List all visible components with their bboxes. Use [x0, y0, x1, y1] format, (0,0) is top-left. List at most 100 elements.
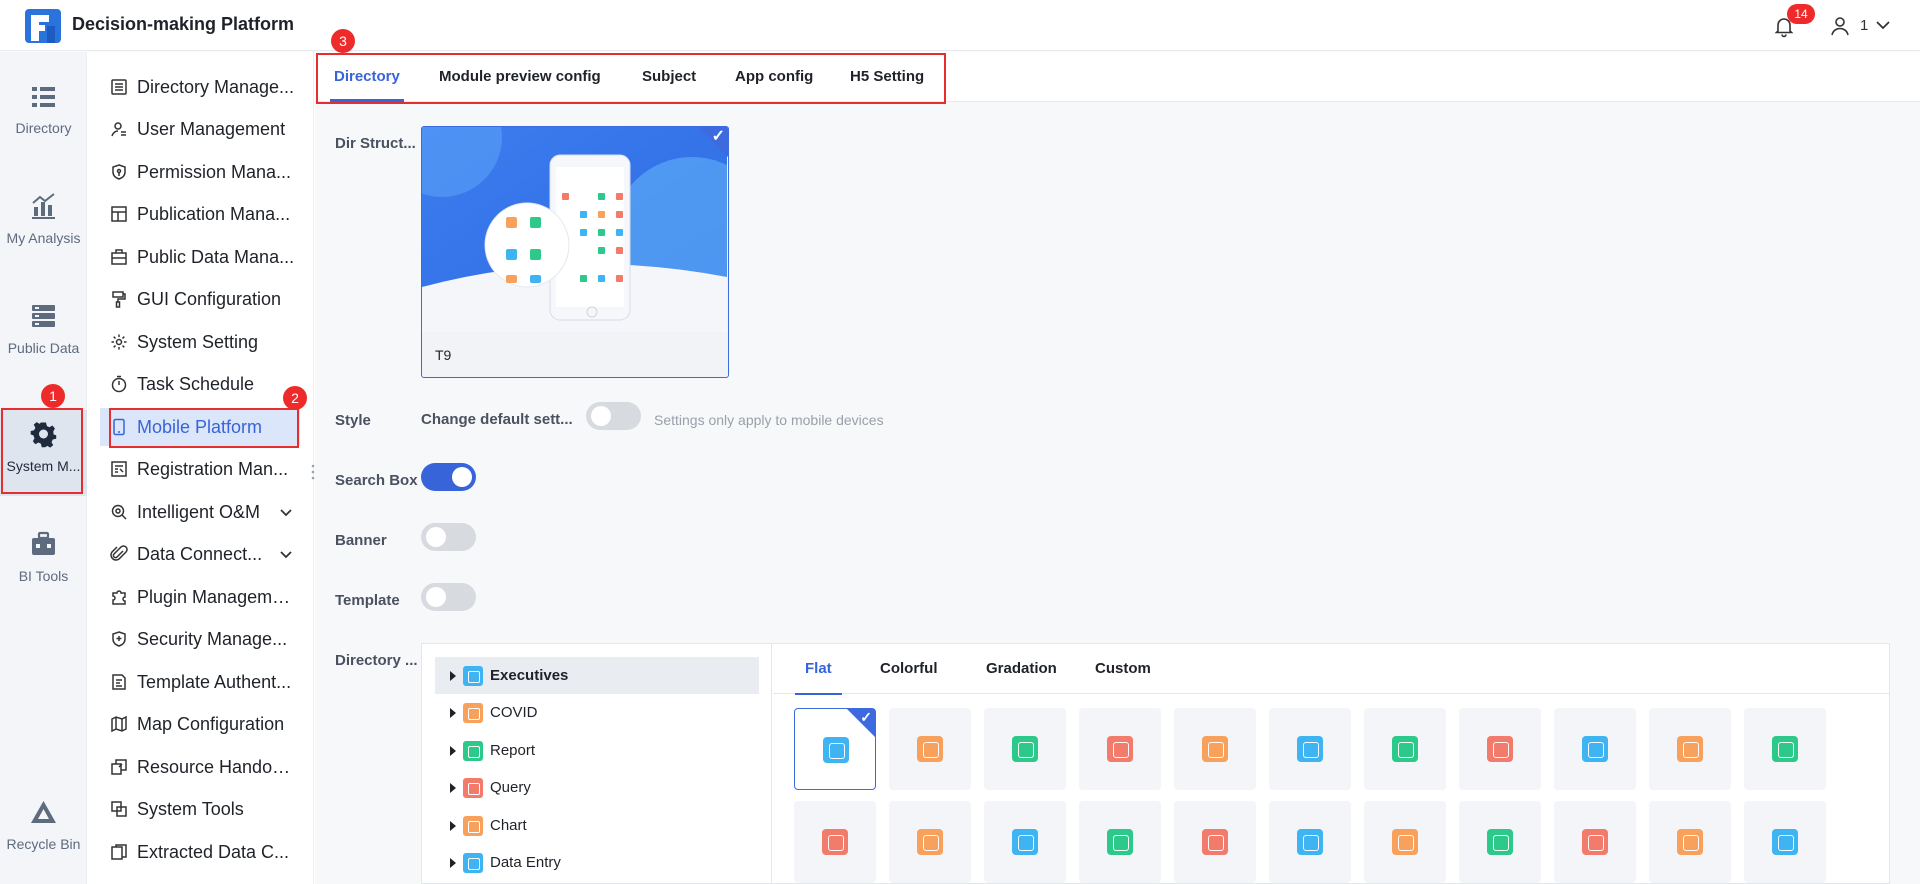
tab-subject[interactable]: Subject [642, 68, 697, 85]
icon-option-tile[interactable] [1269, 708, 1351, 790]
menu-item-user-management[interactable]: User Management [100, 110, 300, 148]
icon-option-tile[interactable] [1744, 801, 1826, 883]
menu-item-publication-management[interactable]: Publication Mana... [100, 195, 300, 233]
menu-item-registration-management[interactable]: Registration Man... [100, 450, 300, 488]
logo-icon[interactable] [25, 9, 61, 43]
caret-right-icon[interactable] [450, 707, 456, 718]
icon-option-tile[interactable] [1649, 801, 1731, 883]
menu-item-security-management[interactable]: Security Manage... [100, 620, 300, 658]
icon-option-tile[interactable] [1649, 708, 1731, 790]
directory-style-icon [1107, 736, 1133, 762]
menu-item-mobile-platform[interactable]: Mobile Platform [100, 408, 300, 446]
directory-tree: Executives COVID Report Query Chart Data… [422, 644, 772, 884]
icon-option-tile[interactable] [889, 801, 971, 883]
tree-item-covid[interactable]: COVID [435, 694, 759, 731]
directory-icon-label: Directory ... [335, 652, 418, 669]
menu-item-data-connection[interactable]: Data Connect... [100, 535, 300, 573]
caret-right-icon[interactable] [450, 820, 456, 831]
rail-label: My Analysis [6, 230, 81, 246]
caret-right-icon[interactable] [450, 745, 456, 756]
rail-item-my-analysis[interactable]: My Analysis [0, 182, 87, 268]
menu-item-map-configuration[interactable]: Map Configuration [100, 705, 300, 743]
user-name[interactable]: 1 [1860, 17, 1869, 34]
annotation-box-3 [316, 53, 946, 104]
caret-right-icon[interactable] [450, 782, 456, 793]
chevron-down-icon[interactable] [278, 546, 294, 562]
menu-item-plugin-management[interactable]: Plugin Management [100, 578, 300, 616]
tree-item-data-entry[interactable]: Data Entry [435, 844, 759, 881]
icon-option-tile[interactable] [1174, 708, 1256, 790]
tree-item-chart[interactable]: Chart [435, 807, 759, 844]
menu-item-system-setting[interactable]: System Setting [100, 323, 300, 361]
chevron-down-icon[interactable] [278, 504, 294, 520]
icon-option-tile[interactable] [1744, 708, 1826, 790]
change-default-setting-toggle[interactable] [586, 402, 641, 430]
annotation-badge-3: 3 [331, 29, 355, 53]
icon-option-tile[interactable] [984, 801, 1066, 883]
tab-directory[interactable]: Directory [330, 52, 404, 102]
tree-item-executives[interactable]: Executives [435, 657, 759, 694]
icon-option-tile[interactable] [984, 708, 1066, 790]
check-icon: ✓ [711, 128, 725, 145]
caret-right-icon[interactable] [450, 670, 456, 681]
icon-option-tile[interactable] [794, 801, 876, 883]
menu-item-template-authentication[interactable]: Template Authent... [100, 663, 300, 701]
chevron-down-icon[interactable] [1874, 16, 1892, 34]
icon-option-tile[interactable] [1554, 708, 1636, 790]
annotation-badge-1: 1 [41, 384, 65, 408]
list-icon [111, 79, 127, 95]
menu-item-task-schedule[interactable]: Task Schedule [100, 365, 300, 403]
icon-option-tile[interactable] [1364, 708, 1446, 790]
template-toggle[interactable] [421, 583, 476, 611]
annotation-box-2 [109, 408, 299, 448]
rail-item-public-data[interactable]: Public Data [0, 292, 87, 378]
directory-style-icon [1677, 736, 1703, 762]
rail-label: Public Data [7, 340, 80, 356]
selected-check-corner [698, 127, 728, 157]
icon-option-tile[interactable] [1459, 708, 1541, 790]
menu-item-permission-management[interactable]: Permission Mana... [100, 153, 300, 191]
system-management-menu: Directory Manage... User Management Perm… [87, 52, 314, 884]
handover-icon [111, 759, 127, 775]
tree-item-report[interactable]: Report [435, 732, 759, 769]
tab-module-preview-config[interactable]: Module preview config [439, 68, 601, 85]
tab-custom[interactable]: Custom [1095, 660, 1151, 677]
icon-option-tile[interactable] [1459, 801, 1541, 883]
menu-item-system-tools[interactable]: System Tools [100, 790, 300, 828]
menu-item-public-data-management[interactable]: Public Data Mana... [100, 238, 300, 276]
icon-option-tile[interactable]: ✓ [794, 708, 876, 790]
icon-option-tile[interactable] [1079, 801, 1161, 883]
banner-toggle[interactable] [421, 523, 476, 551]
icon-option-tile[interactable] [889, 708, 971, 790]
directory-icon [32, 87, 55, 107]
tab-app-config[interactable]: App config [735, 68, 814, 85]
menu-item-gui-configuration[interactable]: GUI Configuration [100, 280, 300, 318]
tree-item-query[interactable]: Query [435, 769, 759, 806]
icon-option-tile[interactable] [1269, 801, 1351, 883]
rail-item-recycle-bin[interactable]: Recycle Bin [0, 788, 87, 874]
icon-option-tile[interactable] [1554, 801, 1636, 883]
icon-option-tile[interactable] [1174, 801, 1256, 883]
icon-option-tile[interactable] [1364, 801, 1446, 883]
menu-item-directory-management[interactable]: Directory Manage... [100, 68, 300, 106]
notification-bell-icon[interactable] [1772, 14, 1796, 38]
shield-plus-icon [112, 631, 126, 647]
tab-flat[interactable]: Flat [795, 644, 842, 695]
user-avatar-icon[interactable] [1828, 14, 1852, 38]
template-card-t9[interactable]: T9 ✓ [421, 126, 729, 378]
menu-item-intelligent-om[interactable]: Intelligent O&M [100, 493, 300, 531]
rail-item-directory[interactable]: Directory [0, 72, 87, 158]
rail-item-system-management[interactable]: System M... [0, 410, 87, 496]
tab-gradation[interactable]: Gradation [986, 660, 1057, 677]
tab-h5-setting[interactable]: H5 Setting [850, 68, 925, 85]
rail-item-bi-tools[interactable]: BI Tools [0, 520, 87, 606]
icon-option-tile[interactable] [1079, 708, 1161, 790]
check-icon: ✓ [860, 709, 872, 725]
folder-icon [463, 702, 483, 723]
search-box-toggle[interactable] [421, 463, 476, 491]
menu-item-extracted-data[interactable]: Extracted Data C... [100, 833, 300, 871]
search-box-label: Search Box [335, 472, 418, 489]
caret-right-icon[interactable] [450, 857, 456, 868]
menu-item-resource-handover[interactable]: Resource Handover [100, 748, 300, 786]
tab-colorful[interactable]: Colorful [880, 660, 938, 677]
